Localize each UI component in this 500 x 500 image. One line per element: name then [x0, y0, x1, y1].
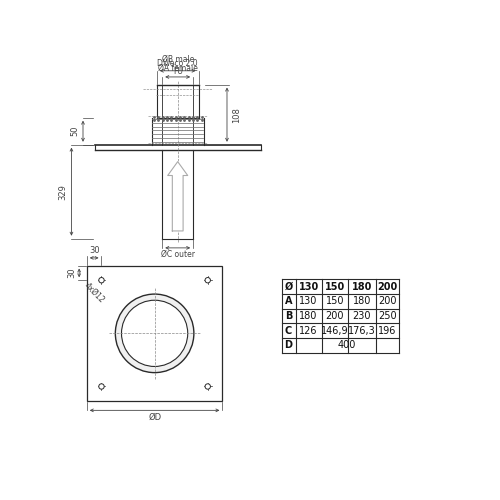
- Text: 250: 250: [378, 311, 396, 321]
- Bar: [87, 266, 222, 401]
- Text: B: B: [285, 311, 292, 321]
- Text: 108: 108: [232, 106, 241, 122]
- Text: 329: 329: [58, 184, 67, 200]
- Text: 400: 400: [338, 340, 356, 350]
- Text: 200: 200: [326, 311, 344, 321]
- Text: 30: 30: [89, 246, 100, 255]
- Text: 130: 130: [298, 282, 318, 292]
- Text: 200: 200: [378, 296, 396, 306]
- Text: ØB male: ØB male: [162, 55, 194, 64]
- Circle shape: [99, 278, 104, 283]
- Circle shape: [116, 294, 194, 372]
- Text: 230: 230: [352, 311, 371, 321]
- Circle shape: [99, 384, 104, 389]
- Text: 130: 130: [300, 296, 318, 306]
- Text: 4xØ12: 4xØ12: [82, 280, 106, 304]
- Text: 196: 196: [378, 326, 396, 336]
- Text: 176,3: 176,3: [348, 326, 376, 336]
- Text: 50: 50: [70, 126, 79, 136]
- Circle shape: [205, 278, 210, 283]
- Text: Ø: Ø: [284, 282, 292, 292]
- Text: D: D: [284, 340, 292, 350]
- Text: DWeco 2.0: DWeco 2.0: [158, 58, 198, 68]
- Text: 180: 180: [352, 282, 372, 292]
- Text: 180: 180: [352, 296, 371, 306]
- Text: 150: 150: [326, 296, 344, 306]
- Text: ØD: ØD: [148, 412, 161, 422]
- Text: 126: 126: [300, 326, 318, 336]
- Text: 200: 200: [377, 282, 398, 292]
- Text: 150: 150: [324, 282, 345, 292]
- Text: ØC outer: ØC outer: [160, 250, 194, 259]
- Text: 180: 180: [300, 311, 318, 321]
- Circle shape: [205, 384, 210, 389]
- Circle shape: [122, 300, 188, 366]
- Text: A: A: [285, 296, 292, 306]
- Text: C: C: [285, 326, 292, 336]
- Text: FU: FU: [173, 67, 182, 76]
- Polygon shape: [168, 162, 188, 231]
- Text: ØA female: ØA female: [158, 64, 198, 72]
- Text: 30: 30: [67, 268, 76, 278]
- Text: 146,9: 146,9: [321, 326, 348, 336]
